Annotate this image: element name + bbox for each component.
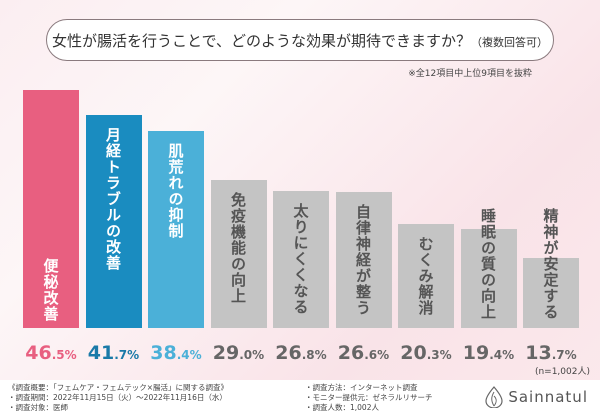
survey-period: ・調査期間：2022年11月15日（火）～2022年11月16日（水） [8,393,227,402]
footer: 《調査概要：「フェムケア・フェムテック×腸活」に関する調査》 ・調査期間：202… [0,380,600,416]
title-box: 女性が腸活を行うことで、どのような効果が期待できますか？（複数回答可） [46,19,554,61]
bar-label: 免疫機能の向上 [229,191,247,304]
bar-4 [210,179,267,328]
bar-label: 睡眠の質の向上 [479,208,497,320]
bar-label: 自律神経が整う [354,203,372,316]
bar-3 [148,131,204,328]
value-label: 26.8% [275,342,327,364]
bar-1 [23,90,79,328]
value-label: 46.5% [25,342,77,364]
value-label: 26.6% [337,342,390,364]
bar-label: 精神が安定する [541,208,560,320]
bar-9 [523,257,579,328]
value-label: 19.4% [462,342,515,364]
sample-size: (n=1,002人) [534,367,590,377]
bar-label: むくみ解消 [416,236,435,317]
chart-title: 女性が腸活を行うことで、どのような効果が期待できますか？（複数回答可） [52,31,548,50]
value-label: 13.7% [525,342,577,364]
survey-method: ・調査方法：インターネット調査 [305,383,418,392]
bar-2 [85,114,142,328]
brand-logo: Sainnatul [484,386,588,408]
bar-5 [273,190,329,328]
bar-label: 太りにくくなる [291,202,310,315]
bar-6 [335,191,392,328]
bar-chart: 便秘改善 46.5% 月経トラブルの改善 41.7% 肌荒れの抑制 38.4% 免疫機能の向… [23,90,579,364]
bar-7 [398,224,454,328]
bar-label: 肌荒れの抑制 [166,143,185,240]
survey-target: ・調査対象：医師 [8,403,68,412]
survey-provider: ・モニター提供元：ゼネラルリサーチ [305,393,433,402]
survey-count: ・調査人数：1,002人 [305,403,379,412]
leaf-drop-icon [485,386,503,408]
value-label: 20.3% [400,342,452,364]
bar-8 [460,228,517,328]
value-label: 41.7% [87,342,140,364]
note: ※全12項目中上位9項目を抜粋 [408,69,532,79]
bar-label: 月経トラブルの改善 [104,126,122,271]
bar-label: 便秘改善 [41,258,60,322]
value-label: 29.0% [212,342,265,364]
survey-summary: 《調査概要：「フェムケア・フェムテック×腸活」に関する調査》 [8,383,229,392]
value-label: 38.4% [150,342,202,364]
brand-name: Sainnatul [508,388,588,406]
